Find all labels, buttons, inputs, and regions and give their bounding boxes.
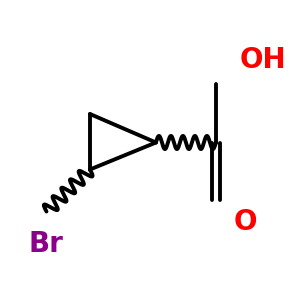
Text: OH: OH [240,46,286,74]
Text: Br: Br [28,230,63,259]
Text: O: O [234,208,257,236]
